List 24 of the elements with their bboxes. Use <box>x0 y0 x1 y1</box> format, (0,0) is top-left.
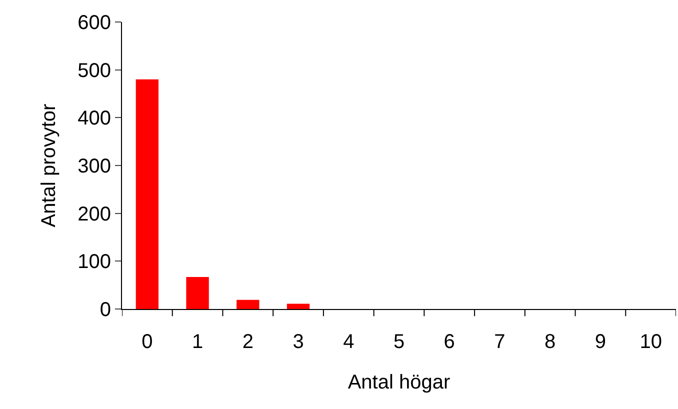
x-tick-label: 2 <box>242 331 254 353</box>
y-tick-label: 0 <box>100 299 111 321</box>
y-tick-label: 400 <box>78 108 111 130</box>
x-tick-label: 1 <box>192 331 204 353</box>
y-axis-title: Antal provytor <box>38 103 60 228</box>
x-tick-label: 10 <box>640 331 662 353</box>
x-tick-label: 7 <box>494 331 506 353</box>
y-tick-label: 300 <box>78 156 111 178</box>
x-tick-label: 5 <box>393 331 405 353</box>
bar <box>136 79 159 309</box>
y-tick-label: 200 <box>78 203 111 226</box>
bar <box>236 300 260 309</box>
x-tick-label: 6 <box>444 331 455 353</box>
y-tick-label: 100 <box>78 251 111 274</box>
x-tick-label: 4 <box>343 331 354 353</box>
y-tick-label: 600 <box>78 12 111 34</box>
x-tick-label: 3 <box>292 331 304 353</box>
x-axis-title: Antal högar <box>348 372 450 394</box>
bar <box>286 304 310 309</box>
x-tick-label: 0 <box>142 331 153 353</box>
x-tick-label: 8 <box>544 331 556 353</box>
y-tick-label: 500 <box>78 60 111 82</box>
bar <box>186 276 209 309</box>
x-tick-label: 9 <box>594 331 606 353</box>
